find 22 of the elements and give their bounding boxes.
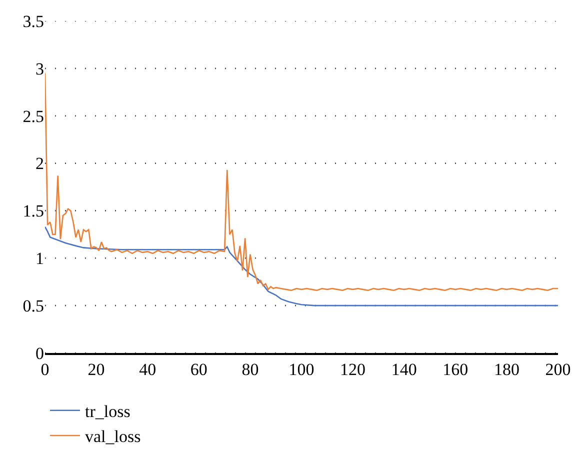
y-tick-label: 1: [36, 249, 44, 268]
y-tick-label: 3.5: [22, 12, 44, 31]
x-tick-label: 160: [442, 360, 468, 380]
x-tick-label: 200: [545, 360, 571, 380]
x-tick-label: 180: [494, 360, 520, 380]
line-series: [45, 226, 558, 306]
x-tick-label: 40: [139, 360, 156, 380]
y-tick-label: 1.5: [22, 202, 44, 221]
y-tick-label: 0: [36, 344, 44, 363]
x-tick-label: 20: [88, 360, 105, 380]
y-tick-label: 0.5: [22, 296, 44, 316]
x-tick-label: 120: [340, 360, 366, 380]
x-tick-label: 60: [190, 360, 208, 380]
line-series: [45, 72, 558, 292]
x-tick-label: 140: [391, 360, 417, 380]
x-tick-label: 100: [288, 360, 314, 380]
y-tick-label: 2.5: [22, 106, 44, 126]
legend-label: tr_loss: [85, 402, 130, 422]
y-tick-label: 3: [36, 59, 44, 78]
legend-label: val_loss: [85, 427, 141, 446]
y-tick-label: 2: [36, 154, 44, 174]
x-tick-label: 80: [242, 360, 259, 380]
